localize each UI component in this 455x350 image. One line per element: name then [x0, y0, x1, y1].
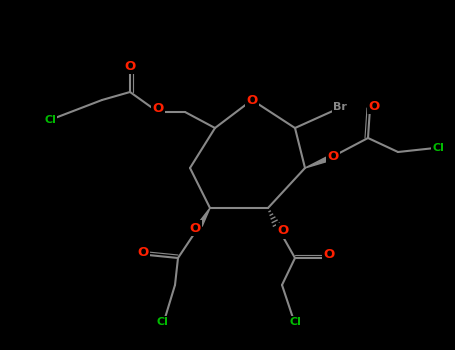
Text: O: O — [278, 224, 288, 238]
Text: O: O — [152, 103, 164, 116]
Text: O: O — [324, 248, 334, 261]
Text: O: O — [189, 222, 201, 235]
Text: O: O — [137, 245, 149, 259]
Text: Cl: Cl — [289, 317, 301, 327]
Text: Cl: Cl — [44, 115, 56, 125]
Text: O: O — [124, 60, 136, 72]
Polygon shape — [198, 208, 210, 226]
Text: Cl: Cl — [432, 143, 444, 153]
Text: O: O — [328, 149, 339, 162]
Text: Cl: Cl — [156, 317, 168, 327]
Text: O: O — [369, 99, 379, 112]
Text: O: O — [246, 93, 258, 106]
Polygon shape — [305, 156, 331, 168]
Text: Br: Br — [333, 102, 347, 112]
